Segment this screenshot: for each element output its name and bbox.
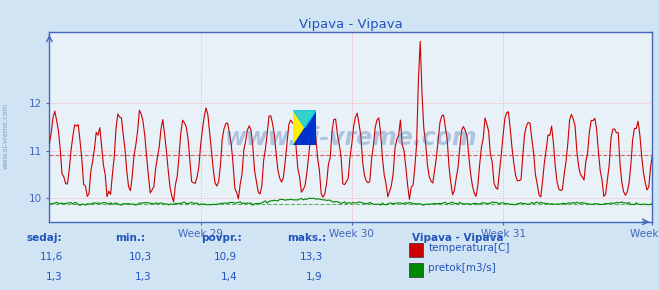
Text: 10,9: 10,9 [214,252,237,262]
Text: 13,3: 13,3 [300,252,323,262]
Text: sedaj:: sedaj: [26,233,62,242]
Text: 1,3: 1,3 [135,272,152,282]
Text: 1,4: 1,4 [221,272,237,282]
Title: Vipava - Vipava: Vipava - Vipava [299,18,403,31]
Text: pretok[m3/s]: pretok[m3/s] [428,263,496,273]
Text: 10,3: 10,3 [129,252,152,262]
Text: 11,6: 11,6 [40,252,63,262]
Text: maks.:: maks.: [287,233,326,242]
Text: temperatura[C]: temperatura[C] [428,243,510,253]
Text: www.si-vreme.com: www.si-vreme.com [2,103,9,169]
Text: 1,3: 1,3 [46,272,63,282]
Polygon shape [293,110,316,145]
Text: 1,9: 1,9 [306,272,323,282]
Bar [409,243,423,257]
Text: min.:: min.: [115,233,146,242]
Polygon shape [293,110,316,128]
Polygon shape [293,110,316,145]
Text: Vipava - Vipava: Vipava - Vipava [412,233,503,242]
Text: www.si-vreme.com: www.si-vreme.com [225,126,477,150]
Text: povpr.:: povpr.: [201,233,242,242]
Bar [409,263,423,277]
